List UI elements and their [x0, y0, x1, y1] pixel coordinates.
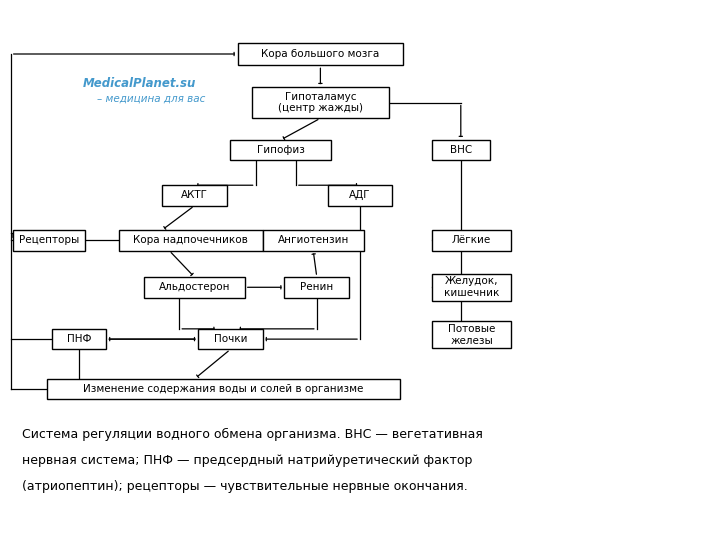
- Text: ПНФ: ПНФ: [67, 334, 91, 344]
- FancyBboxPatch shape: [432, 140, 490, 160]
- FancyBboxPatch shape: [328, 185, 392, 206]
- FancyBboxPatch shape: [284, 277, 349, 298]
- Text: Кора большого мозга: Кора большого мозга: [261, 49, 379, 59]
- Text: Ангиотензин: Ангиотензин: [277, 235, 349, 245]
- FancyBboxPatch shape: [47, 379, 400, 399]
- Text: нервная система; ПНФ — предсердный натрийуретический фактор: нервная система; ПНФ — предсердный натри…: [22, 454, 472, 467]
- FancyBboxPatch shape: [198, 329, 263, 349]
- FancyBboxPatch shape: [432, 274, 511, 301]
- FancyBboxPatch shape: [162, 185, 227, 206]
- FancyBboxPatch shape: [230, 140, 331, 160]
- Text: MedicalPlanet.su: MedicalPlanet.su: [83, 77, 196, 90]
- Text: АКТГ: АКТГ: [181, 191, 208, 200]
- Text: АДГ: АДГ: [349, 191, 371, 200]
- Text: ВНС: ВНС: [450, 145, 472, 155]
- Text: Система регуляции водного обмена организма. ВНС — вегетативная: Система регуляции водного обмена организ…: [22, 428, 482, 441]
- Text: Почки: Почки: [214, 334, 247, 344]
- FancyBboxPatch shape: [432, 230, 511, 251]
- Text: – медицина для вас: – медицина для вас: [97, 93, 206, 103]
- Text: Кора надпочечников: Кора надпочечников: [133, 235, 248, 245]
- Text: Изменение содержания воды и солей в организме: Изменение содержания воды и солей в орга…: [83, 384, 364, 394]
- FancyBboxPatch shape: [119, 230, 263, 251]
- Text: Потовые
железы: Потовые железы: [448, 324, 495, 346]
- Text: Лёгкие: Лёгкие: [452, 235, 491, 245]
- FancyBboxPatch shape: [238, 43, 403, 65]
- Text: Гипофиз: Гипофиз: [257, 145, 305, 155]
- FancyBboxPatch shape: [13, 230, 85, 251]
- Text: Ренин: Ренин: [300, 282, 333, 292]
- FancyBboxPatch shape: [432, 321, 511, 348]
- Text: Желудок,
кишечник: Желудок, кишечник: [444, 276, 499, 298]
- Text: Гипоталамус
(центр жажды): Гипоталамус (центр жажды): [278, 92, 363, 113]
- FancyBboxPatch shape: [252, 87, 389, 118]
- FancyBboxPatch shape: [144, 277, 245, 298]
- Text: Рецепторы: Рецепторы: [19, 235, 79, 245]
- Text: (атриопептин); рецепторы — чувствительные нервные окончания.: (атриопептин); рецепторы — чувствительны…: [22, 480, 467, 493]
- FancyBboxPatch shape: [53, 329, 107, 349]
- FancyBboxPatch shape: [263, 230, 364, 251]
- Text: Альдостерон: Альдостерон: [158, 282, 230, 292]
